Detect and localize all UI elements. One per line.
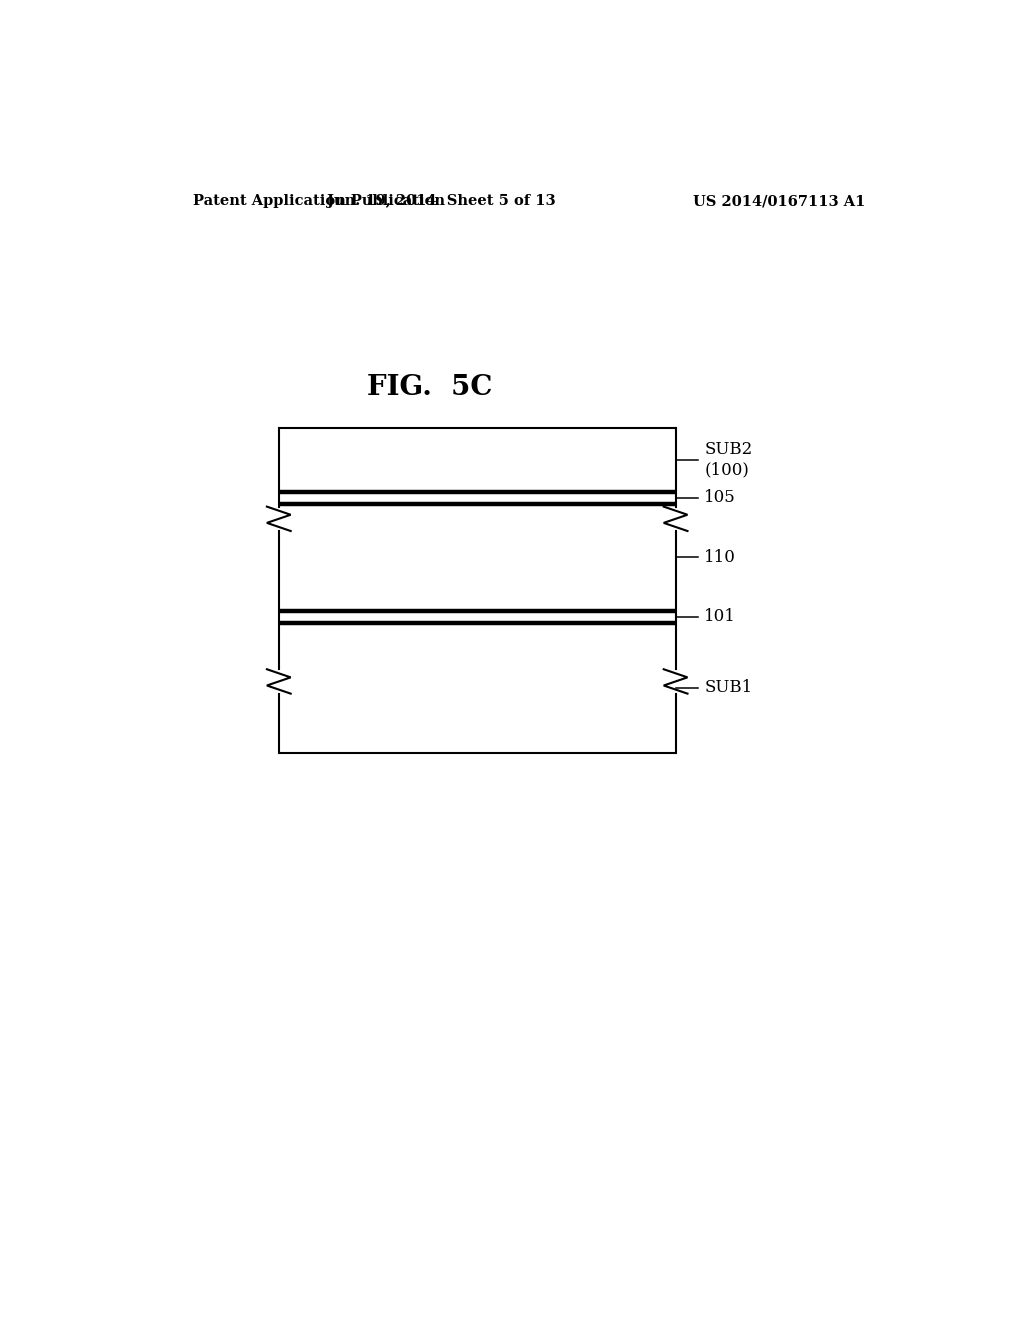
Text: SUB2
(100): SUB2 (100): [705, 441, 753, 478]
Text: US 2014/0167113 A1: US 2014/0167113 A1: [692, 194, 865, 209]
Text: SUB1: SUB1: [705, 680, 753, 697]
Text: 110: 110: [705, 549, 736, 566]
Text: FIG.  5C: FIG. 5C: [367, 374, 493, 400]
Text: 101: 101: [705, 609, 736, 626]
Text: Patent Application Publication: Patent Application Publication: [194, 194, 445, 209]
Text: 105: 105: [705, 490, 736, 507]
Text: Jun. 19, 2014  Sheet 5 of 13: Jun. 19, 2014 Sheet 5 of 13: [327, 194, 556, 209]
